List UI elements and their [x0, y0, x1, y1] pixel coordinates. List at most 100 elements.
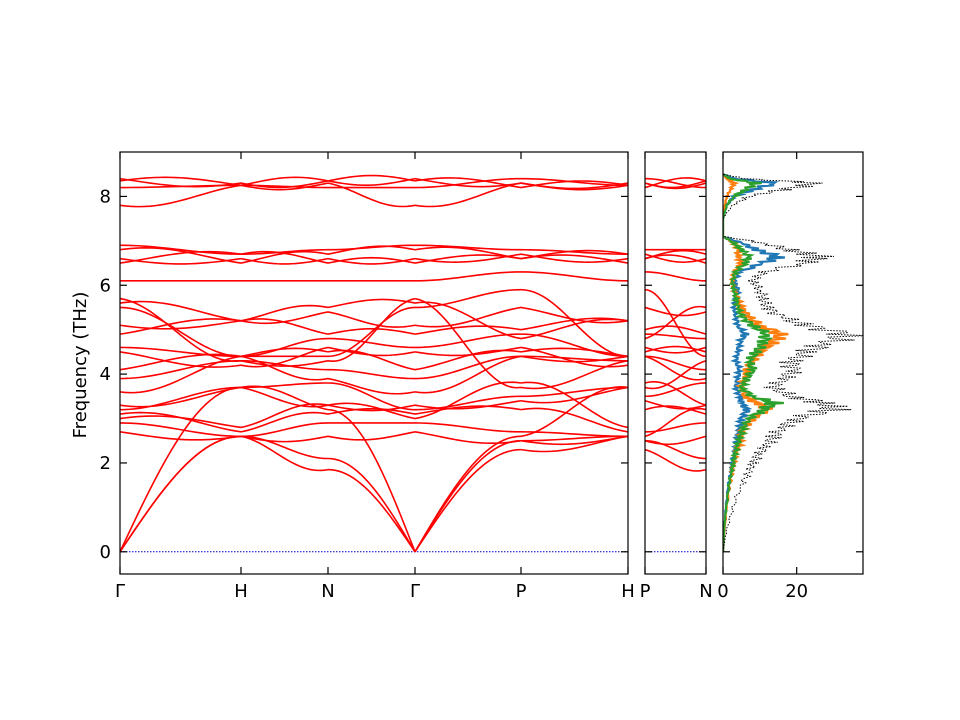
phonon-band — [120, 386, 242, 408]
dos-total-curve — [723, 173, 863, 552]
phonon-band — [520, 346, 628, 368]
phonon-band — [240, 311, 329, 325]
phonon-band — [327, 245, 416, 255]
x-tick-label: Γ — [410, 581, 420, 602]
phonon-band — [520, 381, 628, 429]
phonon-band — [520, 182, 628, 190]
x-tick-label: P — [516, 581, 527, 602]
phonon-band — [520, 254, 628, 264]
dos-panel: 0 20 — [717, 151, 864, 602]
y-tick-label: 6 — [100, 275, 111, 296]
phonon-band — [520, 347, 628, 358]
phonon-band — [414, 297, 522, 389]
phonon-band — [327, 257, 416, 265]
phonon-band — [120, 247, 242, 264]
phonon-band — [414, 422, 522, 433]
phonon-band — [240, 248, 329, 255]
dos-panel-ticks — [722, 152, 863, 574]
phonon-band — [120, 306, 242, 358]
x-tick-label: P — [640, 581, 651, 602]
phonon-band — [414, 177, 522, 189]
phonon-band — [120, 386, 242, 553]
phonon-band — [120, 351, 242, 368]
phonon-band — [414, 333, 522, 349]
x-tick-label: Γ — [115, 581, 125, 602]
phonon-band — [645, 271, 706, 282]
x-tick-label: N — [321, 581, 334, 602]
phonon-band — [120, 184, 242, 208]
phonon-band — [120, 386, 242, 411]
phonon-band — [645, 399, 706, 410]
phonon-band — [120, 320, 242, 330]
phonon-band — [414, 182, 522, 208]
dos-curves — [723, 173, 863, 552]
phonon-band — [120, 415, 242, 429]
dos-panel-frame — [722, 151, 864, 575]
phonon-band — [120, 435, 242, 553]
phonon-band — [414, 431, 522, 445]
phonon-band — [240, 385, 329, 411]
phonon-band — [520, 355, 628, 362]
phonon-band — [520, 177, 628, 187]
phonon-band — [120, 250, 242, 264]
phonon-band — [327, 256, 416, 264]
phonon-band — [240, 355, 329, 381]
phonon-band — [120, 176, 242, 187]
phonon-band — [120, 422, 242, 438]
dos-x-tick-label: 0 — [717, 581, 728, 602]
phonon-band — [240, 359, 329, 371]
phonon-band — [520, 386, 628, 398]
phonon-band — [520, 431, 628, 438]
phonon-band — [414, 435, 522, 553]
phonon-band — [120, 359, 242, 380]
phonon-band — [240, 337, 329, 358]
phonon-band — [414, 254, 522, 264]
phonon-band — [414, 325, 522, 335]
y-tick-label: 8 — [100, 186, 111, 207]
phonon-band — [520, 359, 628, 390]
phonon-band — [240, 386, 329, 408]
phonon-band — [645, 306, 706, 317]
phonon-band — [240, 422, 329, 438]
phonon-band — [645, 435, 706, 446]
phonon-band — [240, 257, 329, 265]
phonon-band — [520, 306, 628, 324]
phonon-band — [520, 318, 628, 340]
phonon-band — [645, 346, 706, 354]
phonon-band — [327, 407, 416, 415]
phonon-band — [120, 353, 242, 371]
phonon-band — [240, 382, 329, 389]
phonon-band — [120, 297, 242, 363]
phonon-band — [120, 435, 242, 553]
phonon-band — [645, 325, 706, 335]
phonon-band — [414, 355, 522, 394]
phonon-bands-main — [120, 174, 628, 553]
dos-x-tick-label: 20 — [785, 581, 808, 602]
main-panel-y-labels: 0 2 4 6 8 — [100, 186, 111, 562]
phonon-band — [414, 288, 522, 309]
phonon-band — [240, 304, 329, 322]
phonon-band — [240, 435, 329, 443]
phonon-band — [645, 355, 706, 371]
phonon-band — [645, 177, 706, 189]
phonon-band — [240, 411, 329, 433]
phonon-band — [327, 297, 416, 363]
phonon-band — [414, 395, 522, 411]
phonon-band — [645, 439, 706, 460]
phonon-band — [414, 177, 522, 188]
x-tick-label: H — [234, 581, 248, 602]
x-tick-label: N — [699, 581, 712, 602]
phonon-band — [645, 448, 706, 472]
phonon-band — [120, 346, 242, 358]
phonon-band — [327, 311, 416, 328]
phonon-band — [120, 244, 242, 255]
phonon-band — [414, 439, 522, 553]
dispersion-panel-main: Γ H N Γ P H 0 2 4 6 8 — [100, 151, 635, 602]
phonon-band — [645, 355, 706, 381]
pn-panel-frame — [644, 151, 707, 575]
phonon-band — [414, 355, 522, 380]
phonon-band — [327, 377, 416, 395]
